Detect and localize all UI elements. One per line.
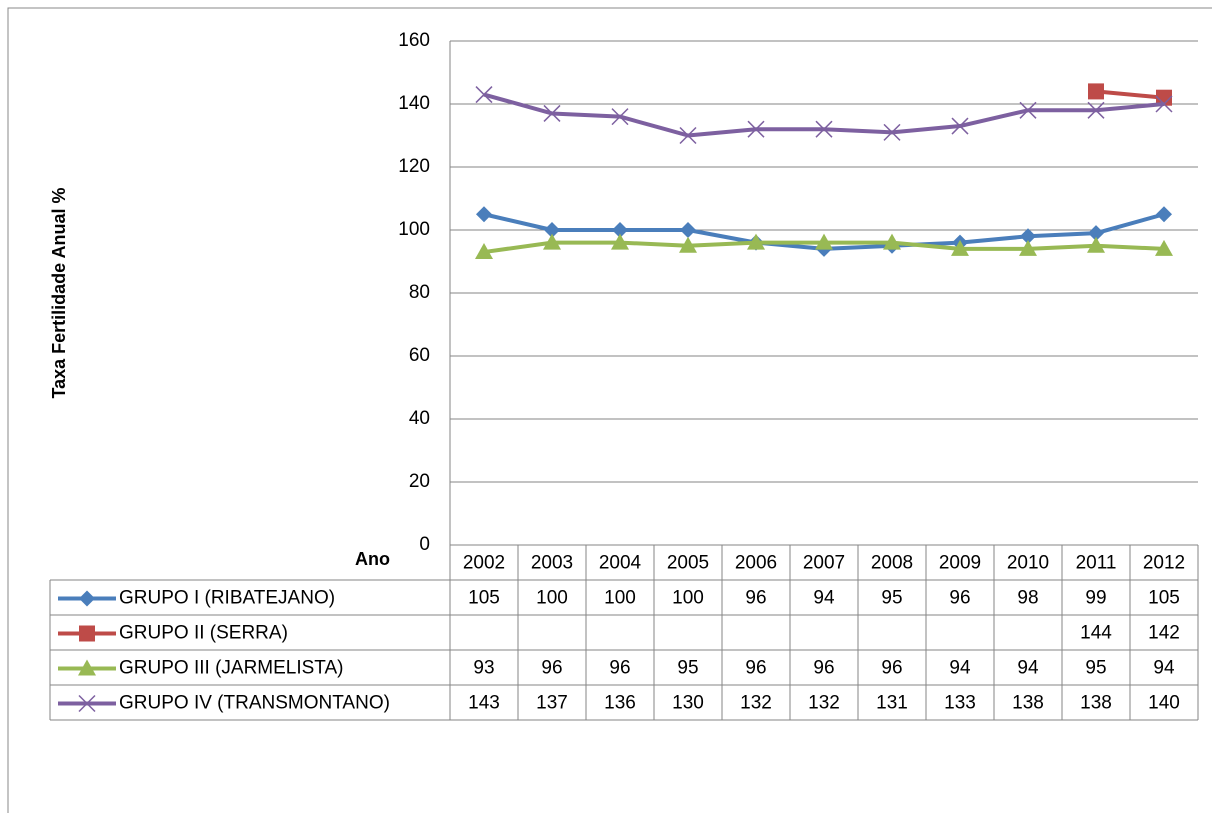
marker — [951, 239, 969, 256]
marker — [815, 233, 833, 250]
x-tick-label: 2010 — [1007, 553, 1049, 574]
marker — [679, 126, 697, 145]
marker — [1088, 83, 1104, 100]
marker — [78, 659, 96, 676]
table-value: 94 — [1153, 658, 1175, 679]
table-value: 94 — [1017, 658, 1039, 679]
table-value: 95 — [1085, 658, 1106, 679]
table-value: 95 — [677, 658, 698, 679]
x-tick-label: 2003 — [531, 553, 573, 574]
table-value: 105 — [468, 588, 500, 609]
legend-label: GRUPO III (JARMELISTA) — [119, 658, 344, 679]
table-value: 100 — [604, 588, 636, 609]
x-tick-label: 2008 — [871, 553, 913, 574]
marker — [1020, 228, 1036, 245]
series-line — [1095, 89, 1165, 100]
y-tick-label: 20 — [409, 471, 430, 492]
x-tick-label: 2005 — [667, 553, 709, 574]
y-tick-label: 0 — [419, 534, 430, 555]
table-value: 100 — [536, 588, 568, 609]
table-value: 143 — [468, 693, 500, 714]
table-value: 105 — [1148, 588, 1180, 609]
marker — [1088, 225, 1104, 242]
marker — [1087, 236, 1105, 253]
marker — [611, 233, 629, 250]
table-value: 138 — [1012, 693, 1044, 714]
table-value: 96 — [813, 658, 834, 679]
table-value: 95 — [881, 588, 902, 609]
marker — [1019, 101, 1037, 119]
x-tick-label: 2012 — [1143, 553, 1185, 574]
marker — [1155, 95, 1173, 113]
marker — [747, 233, 765, 250]
table-value: 99 — [1085, 588, 1106, 609]
table-value: 130 — [672, 693, 704, 714]
y-axis-label: Taxa Fertilidade Anual % — [49, 187, 69, 398]
marker — [951, 117, 969, 135]
legend-label: GRUPO II (SERRA) — [119, 623, 288, 644]
marker — [680, 222, 696, 238]
y-tick-label: 120 — [398, 156, 430, 177]
table-value: 96 — [609, 658, 630, 679]
table-value: 132 — [808, 693, 840, 714]
marker — [747, 120, 765, 138]
table-value: 136 — [604, 693, 636, 714]
y-tick-label: 40 — [409, 408, 430, 429]
y-tick-label: 160 — [398, 30, 430, 51]
table-value: 93 — [473, 658, 494, 679]
marker — [475, 86, 493, 104]
marker — [79, 590, 95, 607]
chart-frame — [7, 7, 1212, 813]
table-value: 133 — [944, 693, 976, 714]
table-value: 96 — [949, 588, 970, 609]
x-tick-label: 2009 — [939, 553, 981, 574]
table-value: 96 — [745, 588, 766, 609]
marker — [1087, 101, 1105, 119]
table-value: 100 — [672, 588, 704, 609]
table-value: 140 — [1148, 693, 1180, 714]
marker — [883, 123, 901, 141]
marker — [1019, 239, 1037, 256]
legend-label: GRUPO I (RIBATEJANO) — [119, 588, 335, 609]
table-value: 98 — [1017, 588, 1038, 609]
table-value: 94 — [813, 588, 835, 609]
marker — [476, 206, 492, 223]
x-tick-label: 2006 — [735, 553, 777, 574]
y-tick-label: 80 — [409, 282, 430, 303]
y-tick-label: 100 — [398, 219, 430, 240]
marker — [883, 233, 901, 250]
marker — [1155, 239, 1173, 256]
x-tick-label: 2004 — [599, 553, 642, 574]
marker — [1156, 206, 1172, 223]
x-tick-label: 2007 — [803, 553, 845, 574]
table-value: 144 — [1080, 623, 1112, 644]
marker — [544, 222, 560, 238]
marker — [79, 625, 95, 642]
y-tick-label: 60 — [409, 345, 430, 366]
table-value: 138 — [1080, 693, 1112, 714]
marker — [1156, 89, 1172, 106]
table-value: 142 — [1148, 623, 1180, 644]
x-tick-label: 2011 — [1076, 553, 1117, 574]
table-value: 96 — [745, 658, 766, 679]
legend-label: GRUPO IV (TRANSMONTANO) — [119, 693, 390, 714]
table-value: 96 — [541, 658, 562, 679]
marker — [611, 108, 629, 126]
marker — [612, 222, 628, 238]
table-value: 131 — [876, 693, 908, 714]
marker — [543, 104, 561, 122]
table-value: 132 — [740, 693, 772, 714]
y-tick-label: 140 — [398, 93, 430, 114]
table-value: 94 — [949, 658, 971, 679]
table-value: 96 — [881, 658, 902, 679]
marker — [543, 233, 561, 250]
marker — [679, 236, 697, 253]
marker — [815, 120, 833, 138]
x-axis-label: Ano — [355, 549, 390, 569]
marker — [475, 243, 493, 260]
marker — [78, 694, 96, 713]
x-tick-label: 2002 — [463, 553, 505, 574]
table-value: 137 — [536, 693, 568, 714]
